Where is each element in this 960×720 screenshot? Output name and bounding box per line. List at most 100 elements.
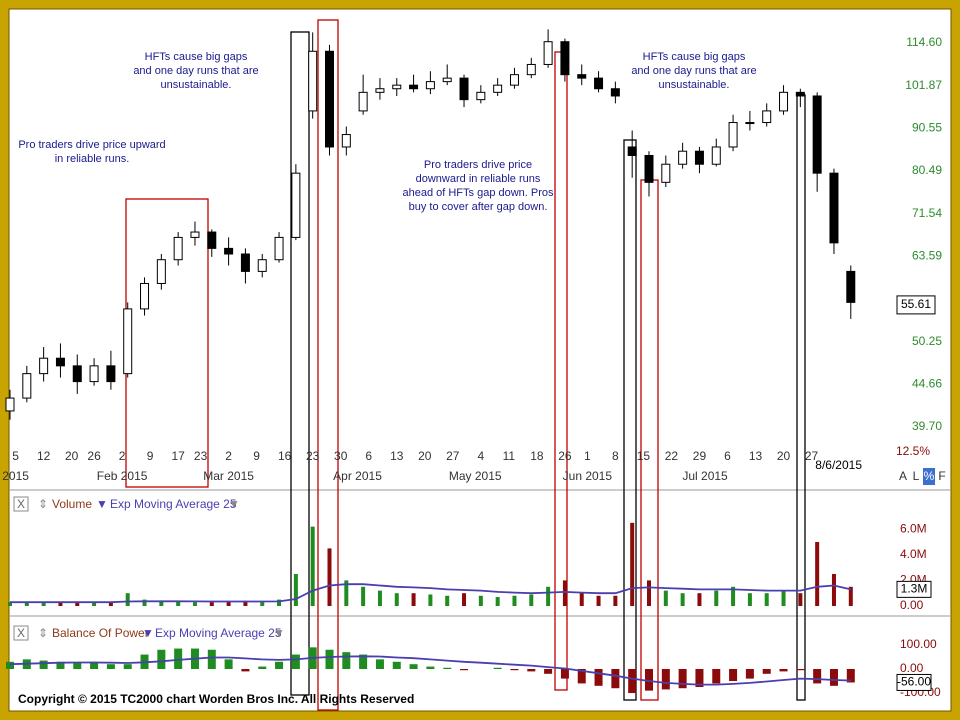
indicator-bar [174,648,183,669]
x-tick-label: 20 [777,449,791,463]
indicator-bar [478,595,483,606]
annotation: HFTs cause big gaps [145,51,248,63]
x-tick-label: 13 [390,449,404,463]
indicator-bar [731,586,736,606]
control-highlight [923,468,935,485]
dropdown-icon[interactable]: ▼ [96,497,108,511]
indicator-bar [630,522,635,606]
annotation: and one day runs that are [133,65,258,77]
indicator-bar [527,668,536,672]
scale-label: 12.5% [896,444,930,458]
indicator-bar [562,580,567,606]
indicator-bar [310,526,315,606]
indicator-bar [594,668,603,686]
x-tick-label: 2 [119,449,126,463]
candle-body [257,259,267,272]
indicator-bar [344,580,349,606]
candle-body [173,236,183,261]
indicator-bar [209,602,214,606]
indicator-bar [157,649,166,669]
control-button[interactable]: L [913,469,920,483]
candle-body [459,77,469,101]
indicator-bar [159,600,164,606]
candle-body [509,74,519,86]
indicator-bar [628,668,637,694]
indicator-bar [106,664,115,669]
indicator-bar [747,593,752,606]
x-tick-label: 26 [87,449,101,463]
indicator-name[interactable]: Balance Of Power [52,626,149,640]
y-tick-label: 0.00 [900,661,924,675]
close-button[interactable] [13,625,29,641]
candle-body [812,95,822,174]
indicator-bar [798,593,803,606]
indicator-bar [394,593,399,606]
highlight-box [317,19,339,711]
control-button[interactable]: F [938,469,945,483]
candle-body [425,81,435,90]
highlight-box [290,31,310,696]
candle-body [560,41,570,76]
candle-body [291,172,301,238]
indicator-bar [125,593,130,606]
candle-body [39,357,49,375]
indicator-bar [377,590,382,606]
highlight-box [623,139,637,701]
indicator-name[interactable]: Volume [52,497,92,511]
copyright: Copyright © 2015 TC2000 chart Worden Bro… [18,692,414,706]
indicator-name[interactable]: Exp Moving Average 25 [155,626,282,640]
indicator-bar [764,593,769,606]
x-tick-label: 27 [805,449,819,463]
candle-body [156,259,166,284]
annotation: unsustainable. [659,79,730,91]
x-tick-label: 27 [446,449,460,463]
indicator-bar [577,668,586,684]
candle-body [375,88,385,93]
y-tick-label: 101.87 [905,78,942,92]
dropdown-icon[interactable]: ▼ [142,626,154,640]
indicator-bar [291,654,300,669]
indicator-bar [108,602,113,606]
y-tick-label: 71.54 [912,206,942,220]
x-tick-label: 20 [418,449,432,463]
indicator-name[interactable]: Exp Moving Average 25 [110,497,237,511]
indicator-bar [39,660,48,669]
indicator-bar [729,668,738,682]
control-button[interactable]: % [924,469,935,483]
close-button[interactable] [13,496,29,512]
indicator-bar [41,601,46,606]
indicator-bar [277,599,282,606]
y-tick-label: 50.25 [912,334,942,348]
indicator-bar [762,668,771,674]
indicator-bar [359,654,368,669]
indicator-bar [443,667,452,669]
indicator-bar [678,668,687,689]
dropdown-icon[interactable]: ▼ [228,497,240,511]
month-label: Mar 2015 [203,469,254,483]
candle-body [325,50,334,148]
candle-body [207,231,217,249]
month-label: Jul 2015 [682,469,728,483]
indicator-bar [258,666,267,669]
candle-body [543,41,553,65]
candle-body [728,122,738,148]
indicator-bar [6,661,14,669]
last-price: 55.61 [901,297,931,311]
indicator-bar [779,668,788,672]
last-value-box [896,580,932,598]
indicator-bar [546,586,551,606]
dropdown-icon[interactable]: ▼ [273,626,285,640]
annotation: downward in reliable runs [416,173,541,185]
indicator-bar [75,602,80,606]
y-tick-label: 90.55 [912,120,942,134]
x-tick-label: 4 [477,449,484,463]
annotation: ahead of HFTs gap down. Pros [402,187,554,199]
x-tick-label: 16 [278,449,292,463]
x-tick-label: 26 [558,449,572,463]
indicator-bar [829,668,838,686]
control-button[interactable]: A [899,469,907,483]
annotation: and one day runs that are [631,65,756,77]
indicator-bar [560,668,569,679]
y-tick-label: 100.00 [900,637,937,651]
indicator-bar [796,668,805,671]
